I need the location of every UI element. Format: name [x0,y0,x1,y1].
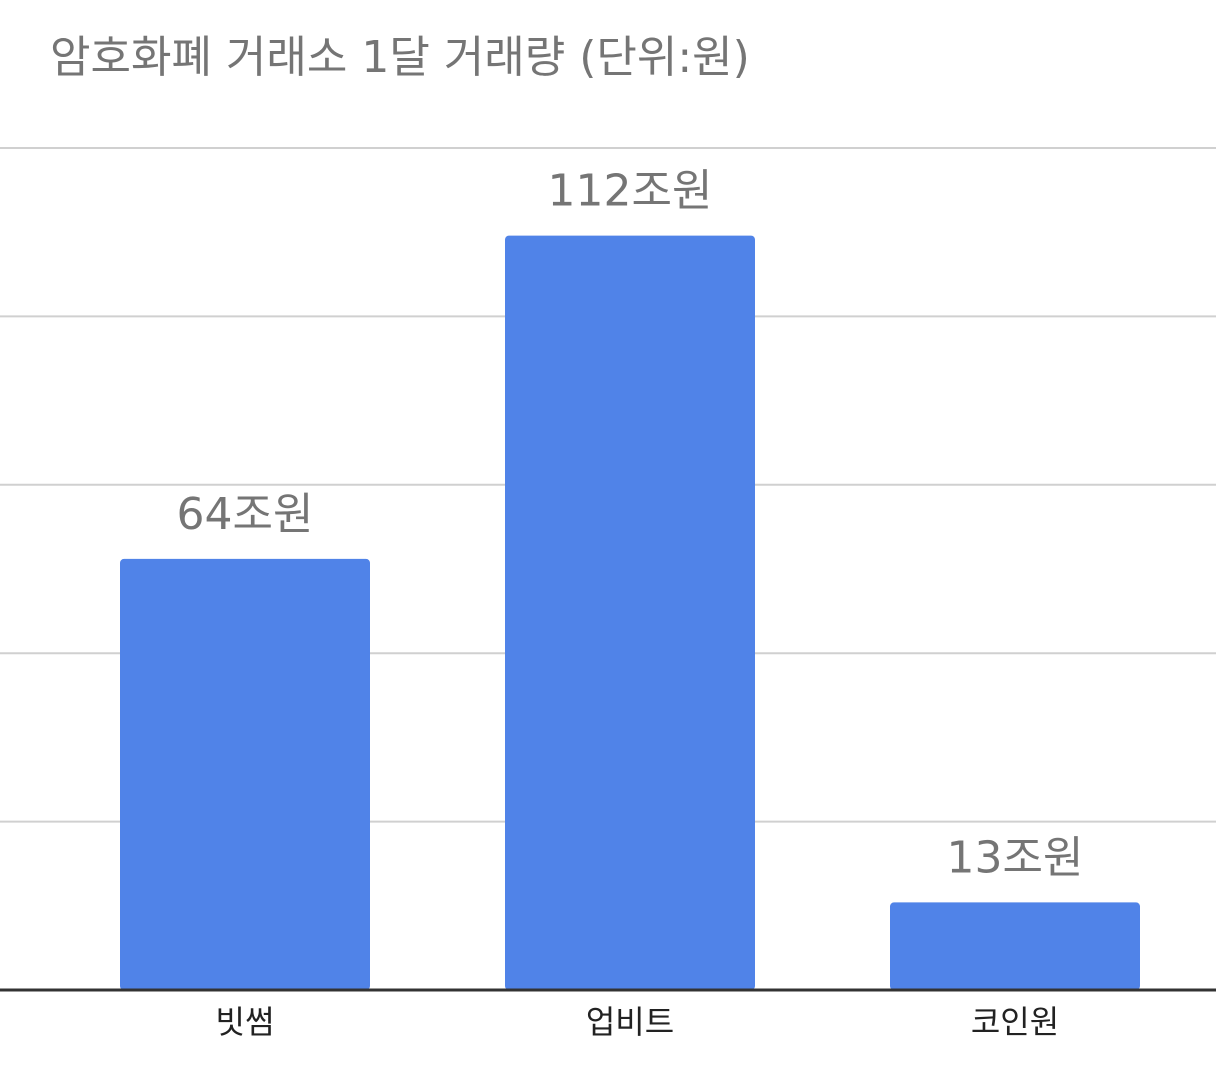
value-label: 13조원 [947,832,1084,883]
x-tick-label: 빗썸 [216,1003,275,1041]
chart-title: 암호화폐 거래소 1달 거래량 (단위:원) [50,32,750,83]
value-label: 112조원 [548,166,713,217]
x-tick-label: 업비트 [586,1003,674,1041]
value-label: 64조원 [177,489,314,540]
bar [505,235,755,990]
x-tick-label: 코인원 [971,1003,1059,1041]
bar [120,558,370,990]
bar [890,902,1140,990]
